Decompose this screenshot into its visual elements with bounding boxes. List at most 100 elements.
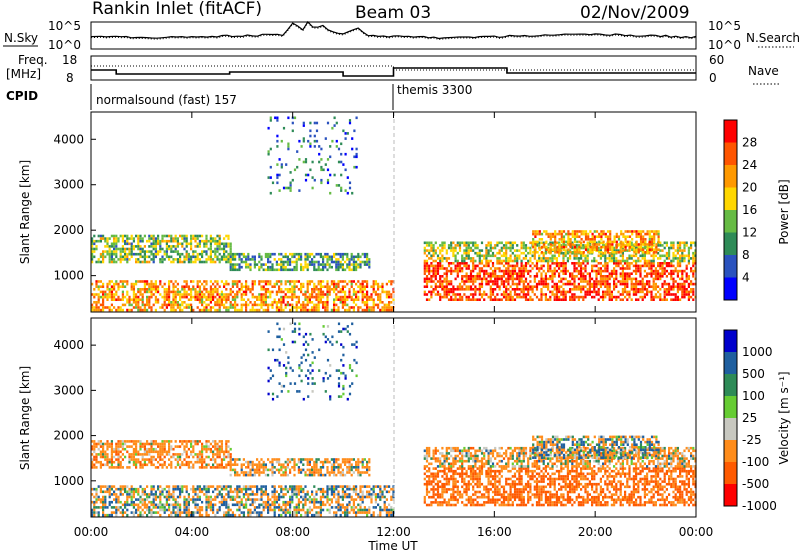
power-echo-cell bbox=[258, 303, 261, 307]
power-echo-cell bbox=[168, 234, 171, 238]
power-echo-cell bbox=[562, 259, 565, 263]
power-echo-cell bbox=[597, 280, 600, 283]
power-echo-cell bbox=[687, 257, 690, 260]
velocity-echo-cell bbox=[183, 500, 186, 504]
noise-panel: N.Sky 10^5 10^0 10^5 10^0 N.Search bbox=[3, 19, 800, 52]
power-echo-cell bbox=[286, 258, 289, 261]
power-echo-cell bbox=[549, 257, 552, 260]
power-echo-cell bbox=[306, 252, 309, 256]
power-echo-cell bbox=[635, 254, 638, 258]
power-echo-cell bbox=[240, 308, 243, 312]
velocity-echo-cell bbox=[289, 513, 292, 517]
power-echo-cell bbox=[212, 288, 215, 291]
power-echo-cell bbox=[487, 262, 490, 265]
power-echo-cell bbox=[661, 282, 664, 286]
power-echo-cell bbox=[201, 290, 204, 294]
power-echo-cell bbox=[458, 249, 462, 252]
velocity-echo-cell bbox=[93, 503, 96, 507]
power-echo-cell bbox=[194, 293, 197, 296]
power-echo-cell bbox=[348, 119, 352, 122]
power-echo-cell bbox=[472, 275, 475, 278]
power-echo-cell bbox=[280, 290, 283, 294]
power-echo-cell bbox=[264, 308, 267, 312]
power-echo-cell bbox=[595, 248, 599, 251]
power-echo-cell bbox=[172, 245, 175, 248]
power-echo-cell bbox=[280, 298, 283, 301]
power-echo-cell bbox=[632, 249, 635, 252]
power-echo-cell bbox=[520, 288, 523, 291]
power-echo-cell bbox=[183, 301, 186, 304]
power-echo-cell bbox=[185, 250, 188, 253]
velocity-echo-cell bbox=[267, 498, 270, 501]
power-echo-cell bbox=[635, 290, 638, 294]
power-echo-cell bbox=[95, 239, 98, 243]
power-echo-cell bbox=[465, 295, 468, 299]
power-echo-cell bbox=[555, 293, 558, 296]
velocity-echo-cell bbox=[280, 490, 283, 494]
power-echo-cell bbox=[293, 280, 296, 283]
power-echo-cell bbox=[672, 269, 675, 273]
velocity-echo-cell bbox=[102, 498, 105, 501]
power-echo-cell bbox=[209, 239, 212, 243]
power-echo-cell bbox=[676, 282, 679, 286]
velocity-echo-cell bbox=[218, 485, 221, 488]
velocity-echo-cell bbox=[304, 503, 307, 507]
power-echo-cell bbox=[562, 235, 566, 238]
power-echo-cell bbox=[535, 244, 539, 247]
power-echo-cell bbox=[641, 246, 644, 250]
power-echo-cell bbox=[657, 277, 660, 281]
power-echo-cell bbox=[672, 288, 675, 291]
power-echo-cell bbox=[670, 244, 673, 247]
power-echo-cell bbox=[674, 280, 677, 283]
power-echo-cell bbox=[480, 267, 484, 270]
power-echo-cell bbox=[540, 293, 543, 296]
power-echo-cell bbox=[161, 306, 164, 309]
power-echo-cell bbox=[264, 282, 267, 286]
power-echo-cell bbox=[326, 252, 329, 256]
power-echo-cell bbox=[571, 272, 574, 275]
power-echo-cell bbox=[93, 288, 96, 291]
power-echo-cell bbox=[597, 288, 600, 291]
velocity-echo-cell bbox=[355, 490, 358, 494]
power-echo-cell bbox=[203, 308, 206, 312]
power-echo-cell bbox=[385, 290, 388, 294]
power-echo-cell bbox=[271, 306, 274, 309]
power-echo-cell bbox=[352, 306, 355, 309]
power-echo-cell bbox=[163, 290, 166, 294]
velocity-echo-cell bbox=[238, 513, 241, 517]
power-echo-cell bbox=[584, 248, 588, 251]
power-echo-cell bbox=[586, 280, 589, 283]
power-echo-cell bbox=[465, 272, 468, 275]
power-echo-cell bbox=[143, 234, 146, 238]
power-echo-cell bbox=[218, 245, 221, 248]
power-echo-cell bbox=[529, 246, 532, 250]
velocity-echo-cell bbox=[113, 506, 116, 509]
power-echo-cell bbox=[260, 265, 263, 269]
power-echo-cell bbox=[132, 239, 135, 243]
power-echo-cell bbox=[615, 240, 618, 244]
power-echo-cell bbox=[555, 269, 558, 273]
power-echo-cell bbox=[551, 285, 554, 288]
power-echo-cell bbox=[454, 293, 457, 296]
power-echo-cell bbox=[291, 293, 294, 296]
power-echo-cell bbox=[621, 280, 624, 283]
velocity-echo-cell bbox=[337, 493, 340, 496]
power-echo-cell bbox=[341, 280, 344, 283]
velocity-echo-cell bbox=[234, 495, 237, 499]
velocity-echo-cell bbox=[264, 503, 267, 507]
velocity-echo-cell bbox=[150, 487, 153, 491]
power-echo-cell bbox=[218, 298, 221, 301]
power-echo-cell bbox=[569, 295, 572, 299]
power-echo-cell bbox=[498, 262, 501, 265]
power-echo-cell bbox=[216, 239, 219, 243]
power-echo-cell bbox=[238, 258, 241, 261]
power-echo-cell bbox=[93, 247, 96, 251]
power-echo-cell bbox=[260, 301, 263, 304]
power-echo-cell bbox=[348, 295, 351, 299]
power-echo-cell bbox=[170, 301, 173, 304]
power-echo-cell bbox=[555, 257, 558, 260]
velocity-echo-cell bbox=[260, 493, 263, 496]
velocity-echo-cell bbox=[260, 503, 263, 507]
power-echo-cell bbox=[674, 267, 677, 270]
power-echo-cell bbox=[357, 258, 360, 261]
